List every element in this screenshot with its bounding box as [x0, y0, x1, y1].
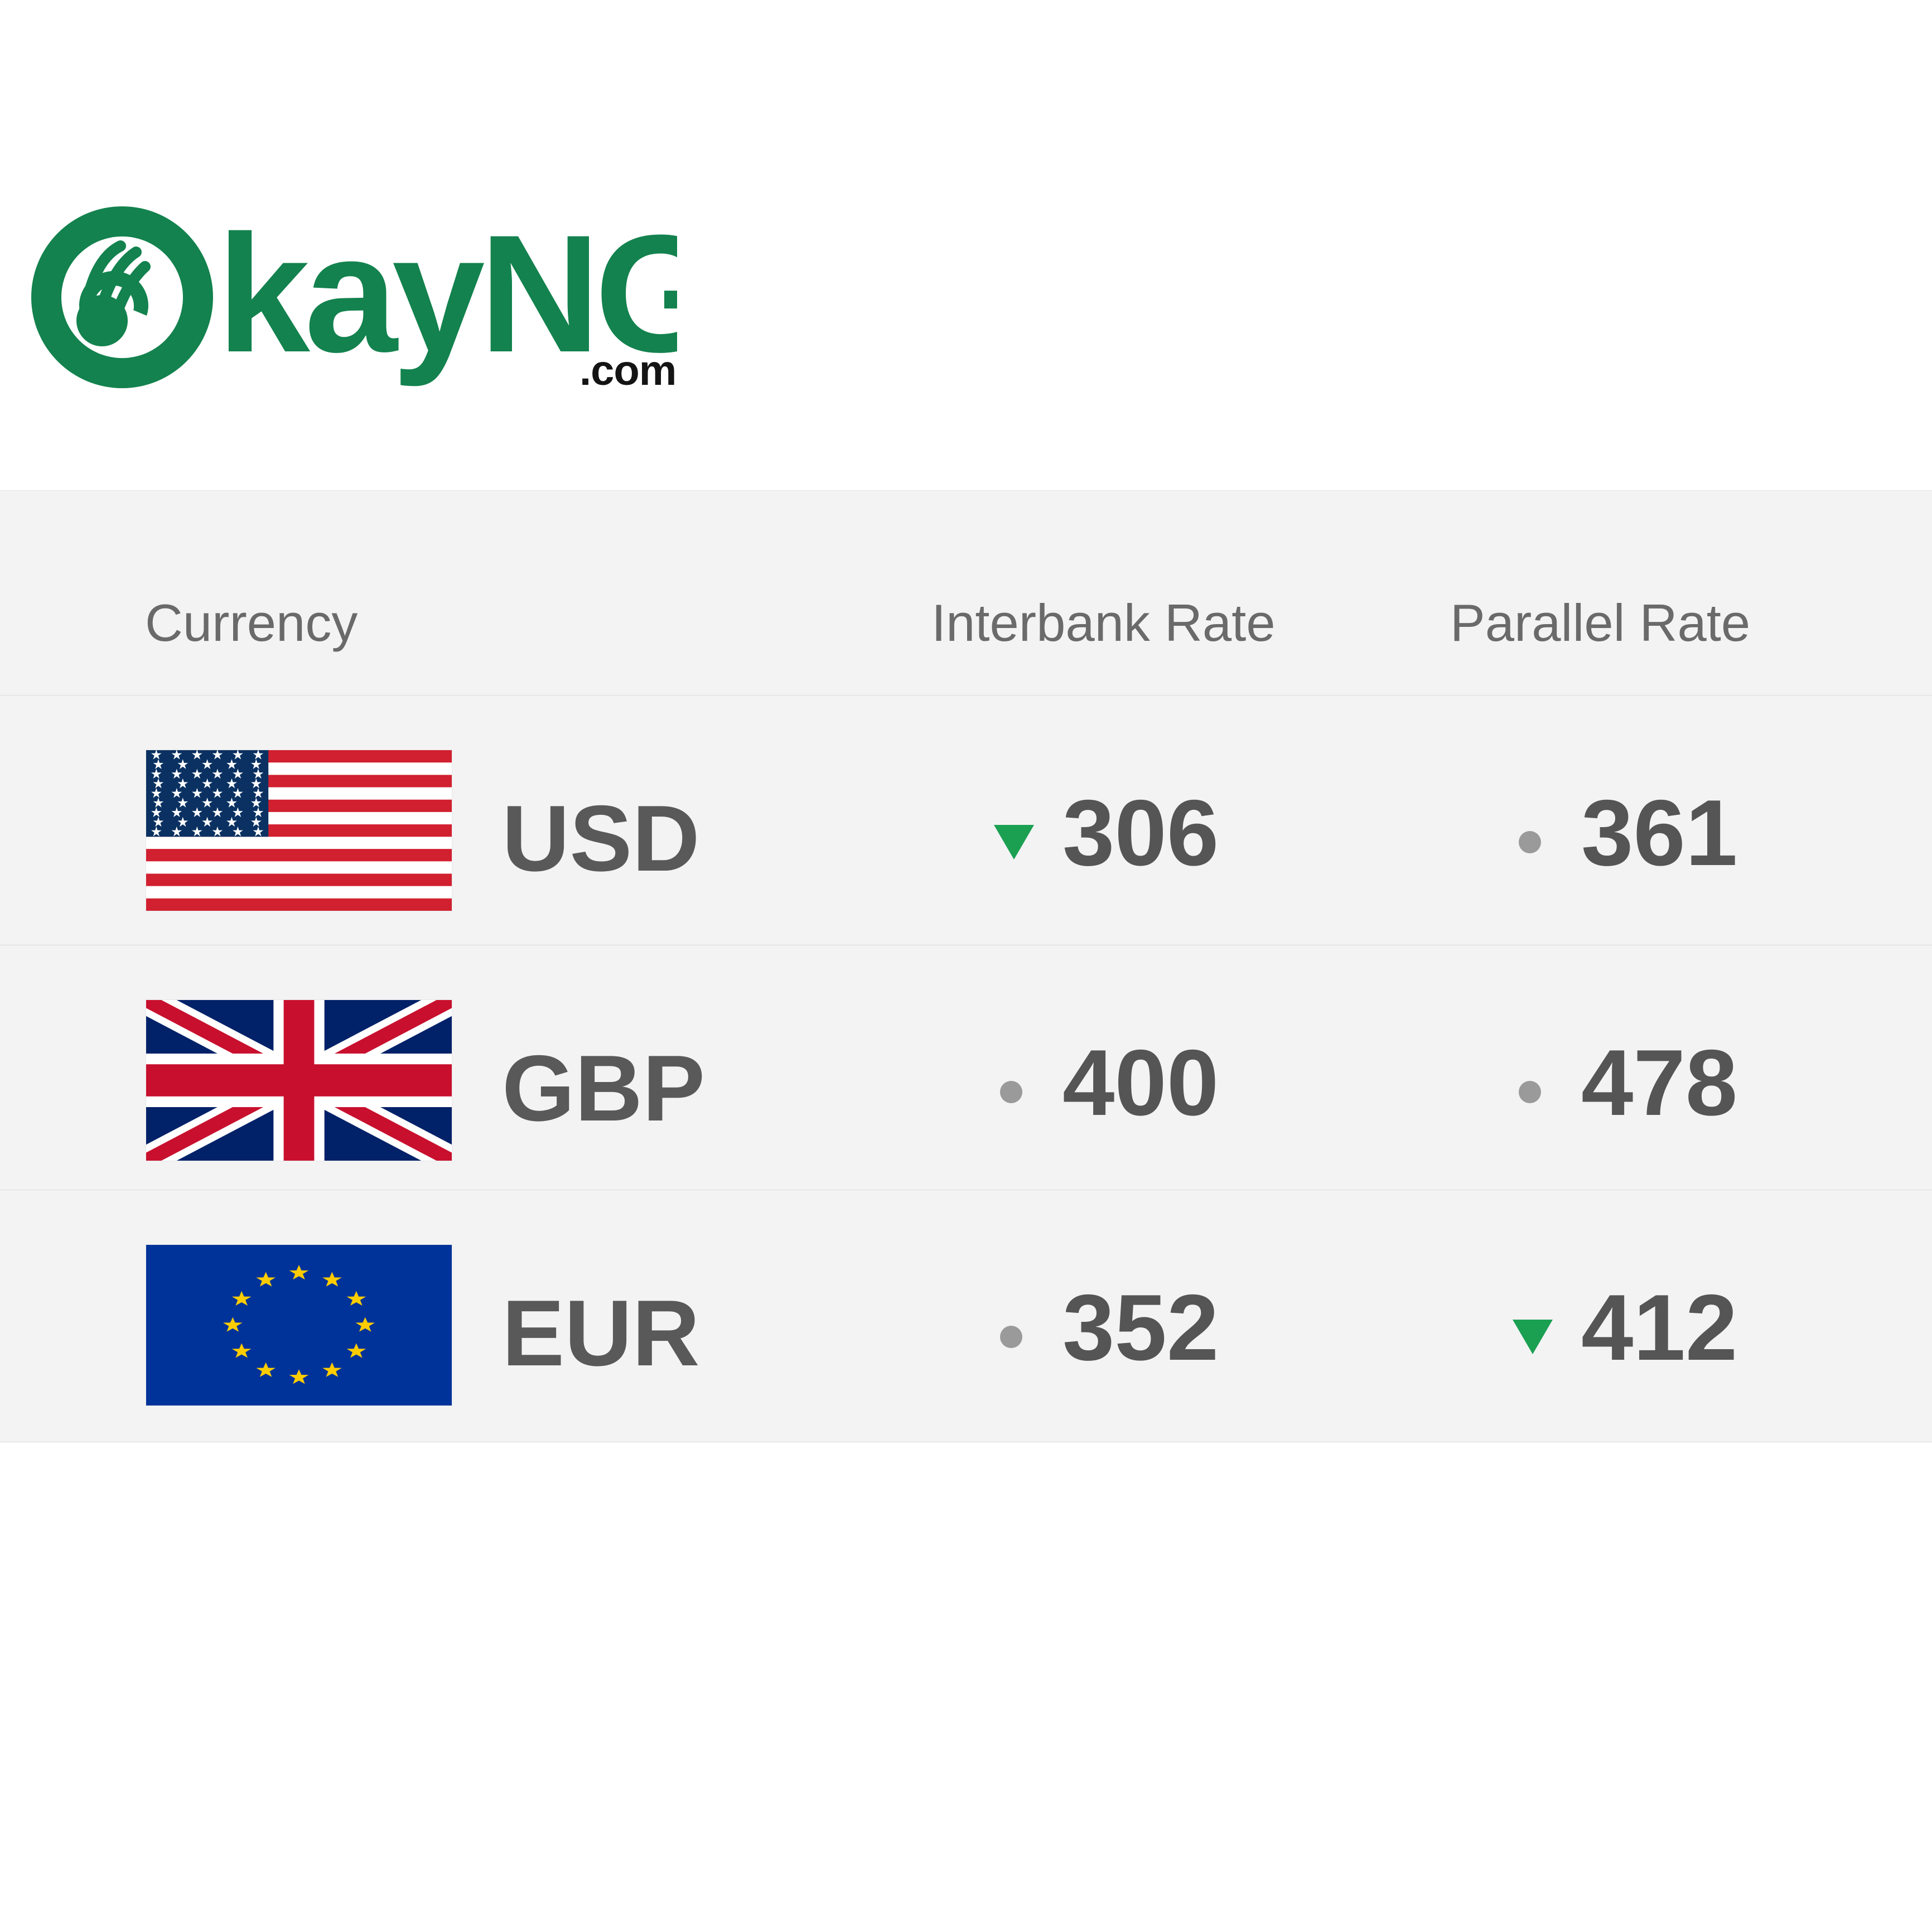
svg-text:.com: .com [579, 347, 676, 389]
